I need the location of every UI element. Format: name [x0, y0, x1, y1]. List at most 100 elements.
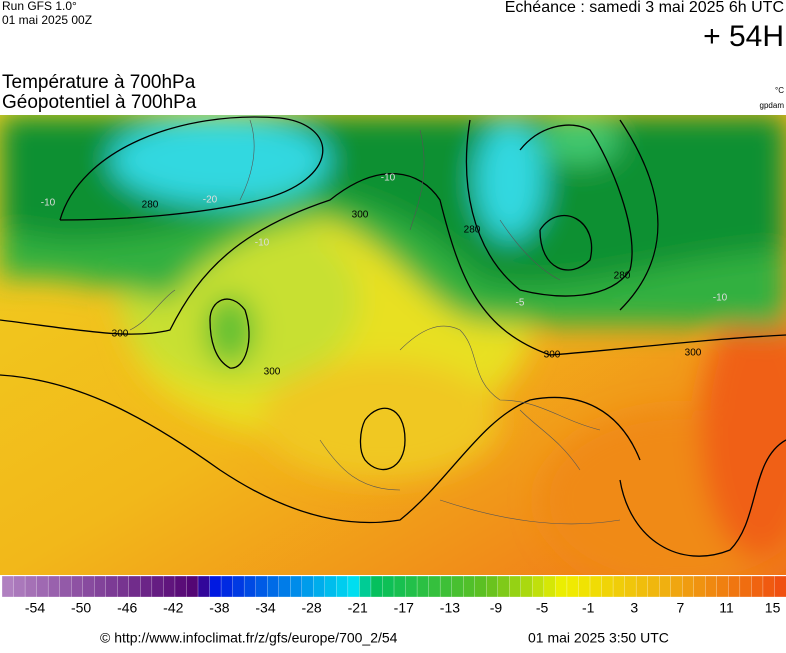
forecast-time: Echéance : samedi 3 mai 2025 6h UTC [505, 0, 784, 16]
colorbar-cell [347, 575, 361, 598]
colorbar-label: -1 [582, 600, 595, 616]
colorbar-cell [255, 575, 268, 598]
colorbar-cell [36, 575, 49, 598]
colorbar-cell [243, 575, 257, 598]
colorbar-cell [693, 575, 706, 598]
colorbar-cell [405, 575, 418, 598]
contour-label: -10 [41, 198, 56, 209]
contour-label: -10 [381, 173, 396, 184]
colorbar-cell [151, 575, 165, 598]
colorbar-cell [267, 575, 280, 598]
colorbar-label: -28 [301, 600, 321, 616]
colorbar-cell [751, 575, 764, 598]
colorbar-cell [659, 575, 672, 598]
colorbar-cell [716, 575, 730, 598]
colorbar-cell [163, 575, 176, 598]
colorbar-label: -9 [490, 600, 503, 616]
colorbar-label: -5 [536, 600, 549, 616]
colorbar-cell [59, 575, 72, 598]
colorbar-cell [393, 575, 407, 598]
contour-label: 300 [685, 348, 702, 359]
colorbar-cell [220, 575, 234, 598]
colorbar-label: -21 [348, 600, 368, 616]
colorbar-cell [174, 575, 188, 598]
colorbar-cell [428, 575, 441, 598]
title-geopotential: Géopotentiel à 700hPa [2, 92, 197, 113]
colorbar-label: -34 [255, 600, 275, 616]
contour-label: 280 [614, 271, 631, 282]
colorbar-label: -13 [440, 600, 460, 616]
colorbar-cell [635, 575, 649, 598]
coastlines [129, 119, 621, 525]
contour-label: -5 [516, 298, 525, 309]
colorbar-cell [232, 575, 245, 598]
colorbar-cell [47, 575, 61, 598]
colorbar-cell [94, 575, 107, 598]
colorbar-cell [486, 575, 499, 598]
lead-time: + 54H [703, 20, 784, 53]
geopotential-contours [0, 116, 786, 557]
colorbar-label: -46 [117, 600, 137, 616]
contour-label: -10 [255, 238, 270, 249]
colorbar-label: 7 [677, 600, 685, 616]
colorbar-cell [439, 575, 453, 598]
colorbar-cell [543, 575, 557, 598]
map: 280 300 300 300 300 300 280 280 -10 -10 … [0, 115, 786, 575]
contour-label: 280 [142, 200, 159, 211]
colorbar-cell [589, 575, 603, 598]
colorbar-label: 3 [630, 600, 638, 616]
colorbar-cell [774, 575, 786, 598]
colorbar-cell [451, 575, 464, 598]
colorbar-cell [336, 575, 349, 598]
contour-label: 280 [464, 225, 481, 236]
colorbar-cell [509, 575, 522, 598]
footer-source: © http://www.infoclimat.fr/z/gfs/europe/… [100, 630, 398, 646]
footer-issued: 01 mai 2025 3:50 UTC [528, 630, 669, 646]
colorbar-cell [370, 575, 384, 598]
colorbar-cell [324, 575, 338, 598]
colorbar-cell [71, 575, 84, 598]
colorbar-cell [301, 575, 314, 598]
colorbar-cell [647, 575, 660, 598]
colorbar-label: -38 [209, 600, 229, 616]
contour-label: 300 [264, 367, 281, 378]
colorbar-label: 15 [765, 600, 781, 616]
unit-temperature: °C [775, 86, 784, 95]
colorbar-cell [728, 575, 741, 598]
colorbar-cell [705, 575, 718, 598]
colorbar-label: -54 [25, 600, 45, 616]
colorbar-cell [670, 575, 683, 598]
colorbar: -54 -50 -46 -42 -38 -34 -28 -21 -17 -13 -9 -5 -1 3 7 11… [1, 575, 786, 616]
contour-label: 300 [352, 210, 369, 221]
colorbar-cell [474, 575, 487, 598]
colorbar-cell [209, 575, 222, 598]
run-label: Run GFS 1.0° [2, 0, 77, 13]
colorbar-cell [24, 575, 38, 598]
colorbar-cell [624, 575, 637, 598]
colorbar-cell [578, 575, 591, 598]
colorbar-cell [197, 575, 211, 598]
contour-label: 300 [544, 350, 561, 361]
colorbar-cell [290, 575, 303, 598]
colorbar-cell [682, 575, 695, 598]
colorbar-cell [82, 575, 95, 598]
colorbar-cell [497, 575, 510, 598]
colorbar-cell [359, 575, 372, 598]
colorbar-cell [520, 575, 534, 598]
colorbar-cell [313, 575, 326, 598]
colorbar-cell [140, 575, 153, 598]
colorbar-label: -50 [71, 600, 91, 616]
colorbar-cell [128, 575, 142, 598]
colorbar-cell [532, 575, 545, 598]
title-temperature: Température à 700hPa [2, 72, 196, 93]
contour-label: -20 [203, 195, 218, 206]
colorbar-cell [612, 575, 626, 598]
colorbar-cell [416, 575, 430, 598]
colorbar-cell [105, 575, 118, 598]
colorbar-cell [382, 575, 395, 598]
contour-label: -10 [713, 293, 728, 304]
colorbar-cell [186, 575, 199, 598]
colorbar-cell [555, 575, 568, 598]
